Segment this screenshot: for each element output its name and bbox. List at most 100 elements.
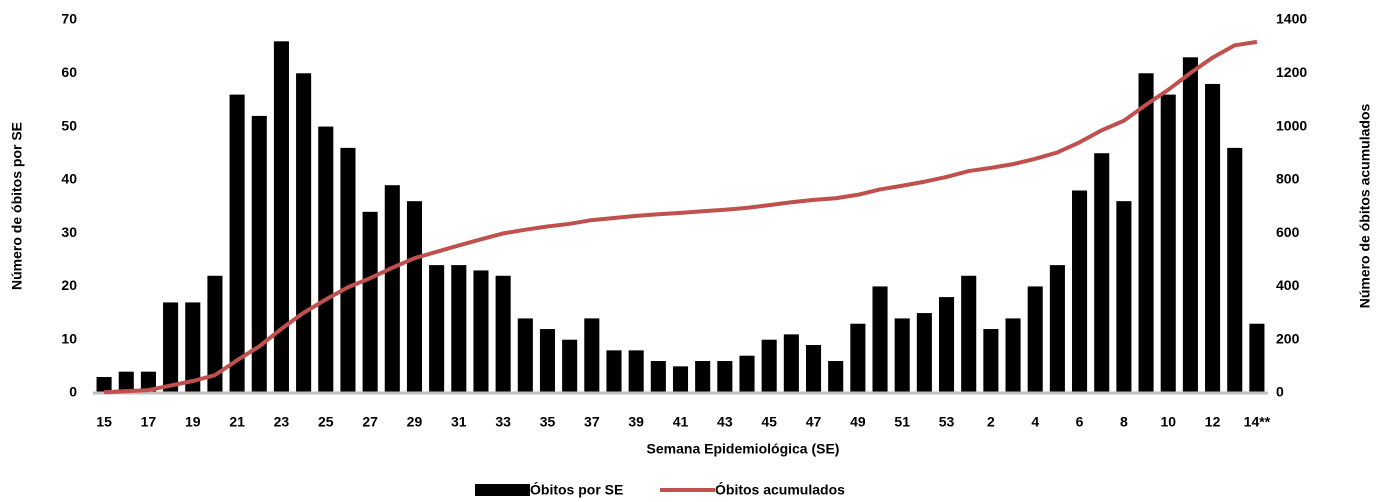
y-tick-label: 30 [61, 224, 77, 240]
bar [229, 94, 245, 393]
bar [628, 350, 644, 393]
bar [406, 201, 422, 393]
y2-tick-label: 600 [1276, 224, 1300, 240]
y2-tick-label: 1400 [1276, 11, 1307, 27]
bar [1160, 94, 1176, 393]
y2-axis-title: Número de óbitos acumulados [1357, 103, 1373, 308]
x-tick-label: 41 [673, 414, 689, 430]
bar [517, 318, 533, 393]
bar [650, 361, 666, 393]
y-tick-label: 40 [61, 171, 77, 187]
bar [1227, 147, 1243, 393]
y-tick-label: 70 [61, 11, 77, 27]
bar [805, 345, 822, 393]
bar [163, 302, 179, 393]
bar [1249, 323, 1265, 393]
bar [783, 334, 799, 393]
x-tick-label: 27 [362, 414, 378, 430]
bar [1116, 201, 1132, 393]
x-tick-label: 39 [628, 414, 644, 430]
bar [606, 350, 622, 393]
y-tick-label: 60 [61, 64, 77, 80]
bar [340, 147, 356, 393]
x-tick-label: 14** [1244, 414, 1271, 430]
legend-swatch [475, 484, 530, 496]
bar [118, 371, 134, 393]
x-tick-label: 37 [584, 414, 600, 430]
y-tick-label: 0 [69, 384, 77, 400]
x-tick-label: 47 [806, 414, 822, 430]
y2-tick-label: 1000 [1276, 117, 1307, 133]
bar [1182, 57, 1198, 394]
y-tick-label: 10 [61, 330, 77, 346]
bar [939, 297, 955, 393]
x-axis-title: Semana Epidemiológica (SE) [647, 441, 840, 457]
bar [850, 323, 866, 393]
x-tick-label: 10 [1160, 414, 1176, 430]
bar [983, 329, 999, 393]
bar [495, 275, 511, 393]
bar [1049, 265, 1065, 393]
bar [273, 41, 289, 394]
x-tick-label: 15 [96, 414, 112, 430]
bar [429, 265, 445, 393]
bar [296, 73, 312, 394]
x-tick-label: 19 [185, 414, 201, 430]
legend-label: Óbitos acumulados [715, 481, 845, 498]
x-tick-label: 53 [939, 414, 955, 430]
bar [1072, 190, 1088, 393]
bar [584, 318, 600, 393]
x-tick-label: 17 [141, 414, 157, 430]
bar [384, 185, 400, 393]
bar [739, 355, 755, 393]
x-tick-label: 23 [274, 414, 290, 430]
x-tick-label: 33 [495, 414, 511, 430]
x-tick-label: 6 [1076, 414, 1084, 430]
bar [96, 377, 112, 393]
x-tick-label: 29 [407, 414, 423, 430]
y-axis-title: Número de óbitos por SE [9, 122, 25, 290]
x-tick-label: 35 [540, 414, 556, 430]
y2-tick-label: 400 [1276, 277, 1300, 293]
y-tick-label: 50 [61, 117, 77, 133]
bar [961, 275, 977, 393]
bar [473, 270, 489, 393]
x-tick-label: 4 [1031, 414, 1039, 430]
x-tick-label: 31 [451, 414, 467, 430]
bar [562, 339, 578, 393]
bar [916, 313, 932, 393]
y2-tick-label: 200 [1276, 330, 1300, 346]
x-tick-label: 2 [987, 414, 995, 430]
bar [539, 329, 556, 393]
line [103, 39, 1258, 395]
bar [1205, 83, 1221, 393]
bar [1005, 318, 1021, 393]
bar [185, 302, 201, 393]
y2-tick-label: 0 [1276, 384, 1284, 400]
bar [872, 286, 888, 393]
bar [1138, 73, 1154, 394]
x-tick-label: 45 [761, 414, 777, 430]
x-tick-label: 49 [850, 414, 866, 430]
legend-label: Óbitos por SE [530, 481, 623, 498]
bar [318, 126, 334, 394]
bar [761, 339, 777, 393]
bar [451, 265, 467, 393]
bar [1027, 286, 1043, 393]
bar [717, 361, 733, 393]
bar [207, 275, 223, 393]
x-tick-label: 12 [1205, 414, 1221, 430]
bar [672, 366, 689, 393]
x-tick-label: 43 [717, 414, 733, 430]
y-tick-label: 20 [61, 277, 77, 293]
bar [1094, 153, 1110, 393]
bar [362, 211, 378, 393]
bar [894, 318, 910, 393]
x-tick-label: 8 [1120, 414, 1128, 430]
bar [695, 361, 711, 393]
x-tick-label: 25 [318, 414, 334, 430]
y2-tick-label: 1200 [1276, 64, 1307, 80]
bar [251, 115, 267, 394]
bar [828, 361, 844, 393]
